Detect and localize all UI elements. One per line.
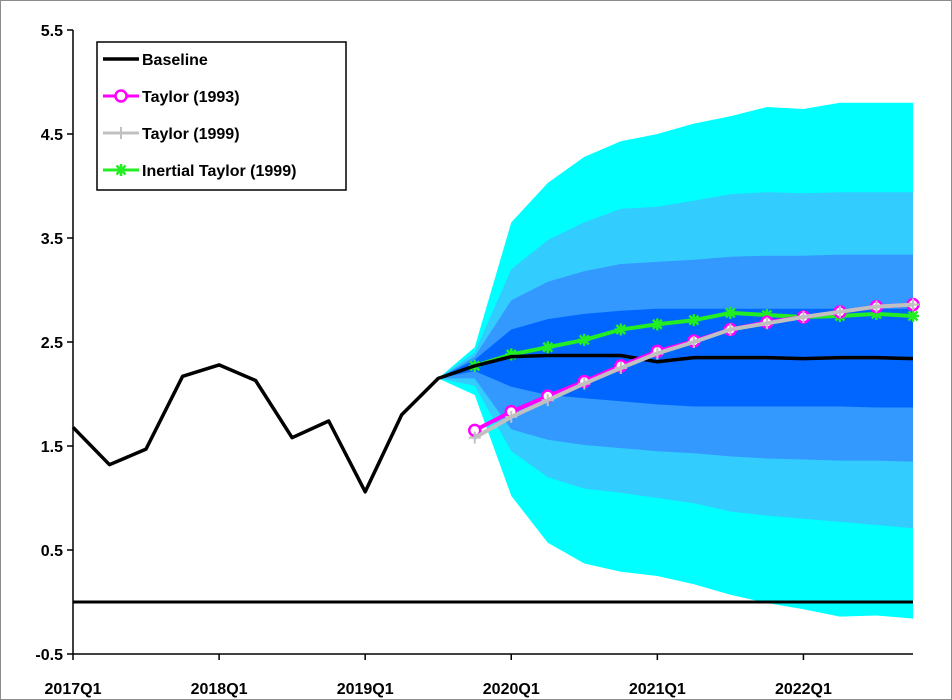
data-point <box>870 307 883 320</box>
data-point <box>797 311 810 324</box>
y-tick-label: 1.5 <box>41 439 63 456</box>
legend-box <box>96 41 347 191</box>
legend-label: Taylor (1993) <box>142 89 240 106</box>
series-lines <box>71 297 920 494</box>
series-taylor1999 <box>468 298 919 444</box>
x-tick-label: 2020Q1 <box>483 681 540 698</box>
data-point <box>907 298 919 311</box>
y-tick-label: -0.5 <box>35 647 63 664</box>
data-point <box>870 300 883 313</box>
series-baseline <box>71 353 914 494</box>
legend: Baseline Taylor (1993) Taylor (1999) Inerti… <box>96 41 347 191</box>
data-point <box>687 336 700 348</box>
series-line <box>71 353 914 494</box>
x-tick-label: 2022Q1 <box>775 681 832 698</box>
y-tick-label: 5.5 <box>41 23 63 40</box>
x-tick-label: 2017Q1 <box>45 681 102 698</box>
data-point <box>505 410 518 423</box>
data-point <box>760 317 773 330</box>
data-point <box>115 164 127 176</box>
legend-item: Taylor (1999) <box>103 126 240 143</box>
data-point <box>541 341 554 354</box>
data-point <box>651 347 664 360</box>
data-point <box>907 310 919 322</box>
legend-item: Taylor (1993) <box>103 89 240 106</box>
x-tick-label: 2018Q1 <box>191 681 248 698</box>
x-tick-label: 2019Q1 <box>337 681 394 698</box>
data-point <box>614 362 627 374</box>
x-tick-label: 2021Q1 <box>629 681 686 698</box>
data-point <box>614 323 627 336</box>
legend-label: Inertial Taylor (1999) <box>142 163 296 180</box>
y-tick-label: 4.5 <box>41 127 63 144</box>
y-tick-label: 0.5 <box>41 543 63 560</box>
data-point <box>468 431 481 444</box>
legend-item: Inertial Taylor (1999) <box>103 163 296 180</box>
data-point <box>687 314 700 327</box>
data-point <box>114 89 128 103</box>
legend-item: Baseline <box>103 52 208 69</box>
data-point <box>578 333 591 346</box>
y-tick-label: 2.5 <box>41 335 63 352</box>
legend-label: Taylor (1999) <box>142 126 240 143</box>
data-point <box>724 323 737 336</box>
data-point <box>760 308 773 321</box>
legend-label: Baseline <box>142 52 208 69</box>
tick-labels: 5.5 4.5 3.5 2.5 1.5 0.5 -0.5 2017Q1 2018Q1 2019Q1… <box>35 23 832 698</box>
y-tick-label: 3.5 <box>41 231 63 248</box>
data-point <box>115 127 127 139</box>
data-point <box>505 348 518 361</box>
data-point <box>724 306 737 319</box>
data-point <box>651 318 664 331</box>
data-point <box>541 394 554 407</box>
data-point <box>833 305 846 318</box>
data-point <box>578 377 591 390</box>
